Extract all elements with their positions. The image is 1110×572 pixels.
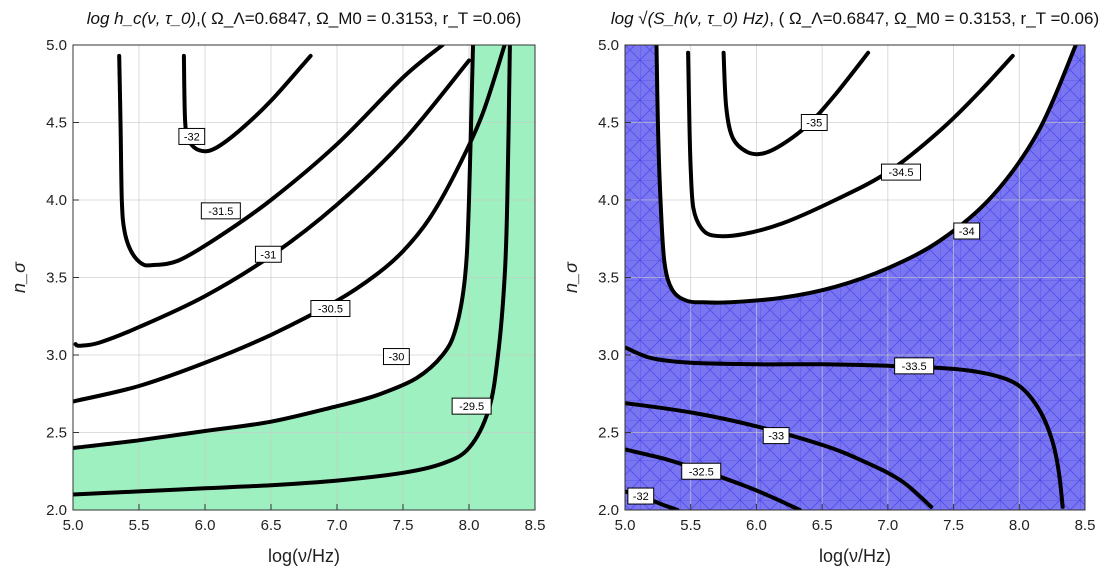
left-contour-line [73,58,471,348]
right-contour-label-box [762,427,790,445]
right-contour-label-box [881,163,921,181]
left-contour-label: -31.5 [208,206,233,218]
right-y-tick-label: 5.0 [598,37,619,54]
left-contour-line [73,45,512,497]
right-contour-panel: -35 -34.5 -34 -33.5 -33 -32.5 -32 5.0 5.5 6.0 6.5 7… [561,9,1099,566]
left-contour-label-box [254,245,282,263]
right-contour-label: -33 [768,431,784,443]
left-plot-area [73,45,535,510]
left-y-tick-label: 3.0 [46,347,67,364]
right-grid [625,45,1085,510]
right-x-tick-label: 5.5 [680,517,701,534]
left-contour-label-box [451,397,492,415]
left-contour-line [117,45,445,268]
left-x-tick-label: 6.0 [195,517,216,534]
right-x-axis-label: log(ν/Hz) [819,546,891,566]
right-unshaded-region [625,45,1085,303]
left-y-tick-label: 2.0 [46,502,67,519]
right-x-tick-label: 8.0 [1009,517,1030,534]
right-plot-area [625,45,1085,510]
left-contour-label: -30 [388,352,404,364]
left-x-tick-label: 8.0 [459,517,480,534]
right-contour-label: -34 [959,226,975,238]
left-x-tick-label: 5.5 [129,517,150,534]
right-contour-label-box [681,462,722,480]
left-contour-line [73,45,507,404]
right-contour-label-box [894,357,935,375]
right-x-tick-label: 6.5 [812,517,833,534]
right-contour-line [686,50,1015,239]
right-contour-line [625,447,802,510]
right-y-tick-label: 4.5 [598,115,619,132]
left-y-axis-label: n_σ [9,261,29,293]
right-chart-title: log √(S_h(ν, τ_0) Hz), ( Ω_Λ=0.6847, Ω_M… [611,9,1099,28]
left-contour-label-box [310,300,351,317]
left-chart-title: log h_c(ν, τ_0),( Ω_Λ=0.6847, Ω_M0 = 0.3… [87,9,522,28]
right-y-tick-label: 2.5 [598,425,619,442]
right-x-tick-label: 8.5 [1075,517,1096,534]
right-contour-label-box [627,487,655,505]
left-contour-label-box [200,202,241,220]
left-title-parameters: ,( Ω_Λ=0.6847, Ω_M0 = 0.3153, r_T =0.06) [196,9,521,28]
right-contour-line [625,401,934,509]
left-x-tick-label: 7.5 [393,517,414,534]
left-x-tick-label: 7.0 [327,517,348,534]
left-x-tick-label: 8.5 [525,517,546,534]
right-y-tick-label: 4.0 [598,192,619,209]
right-y-axis-label: n_σ [561,261,581,293]
right-contour-label: -35 [806,118,822,130]
left-contour-label: -31 [260,249,276,261]
right-contour-line [721,50,871,157]
left-contour-line [73,45,475,450]
left-contour-line [181,53,313,154]
right-contour-label-box [953,222,981,240]
left-contour-label: -29.5 [459,401,484,413]
right-y-tick-label: 3.0 [598,347,619,364]
right-contour-label: -32.5 [689,466,714,478]
left-y-tick-label: 3.5 [46,270,67,287]
right-contour-line [625,345,1065,509]
left-x-tick-label: 5.0 [63,517,84,534]
left-x-tick-label: 6.5 [261,517,282,534]
right-contour-line [654,45,1078,305]
right-contour-label: -34.5 [888,167,913,179]
right-contour-label: -32 [633,491,649,503]
right-contour-label: -33.5 [902,361,927,373]
right-x-tick-label: 7.0 [877,517,898,534]
left-contour-label: -32 [184,131,200,143]
left-contour-label-box [383,348,410,366]
right-y-tick-label: 3.5 [598,270,619,287]
left-contour-panel: -32 -31.5 -31 -30.5 -30 -29.5 5.0 5.5 6.0 6.5 7.0 7… [9,9,545,566]
right-title-parameters: , ( Ω_Λ=0.6847, Ω_M0 = 0.3153, r_T =0.06… [769,9,1099,28]
left-contour-label: -30.5 [318,304,343,316]
left-y-tick-label: 4.0 [46,192,67,209]
right-x-tick-label: 5.0 [615,517,636,534]
left-x-axis-label: log(ν/Hz) [268,546,340,566]
left-contour-label-box [178,127,206,145]
left-y-tick-label: 4.5 [46,115,67,132]
left-title-quantity: log h_c(ν, τ_0) [87,9,196,28]
right-y-tick-label: 2.0 [598,502,619,519]
right-x-tick-label: 6.0 [746,517,767,534]
left-shaded-region [73,45,535,510]
left-y-tick-label: 2.5 [46,425,67,442]
right-title-quantity: log √(S_h(ν, τ_0) Hz) [611,9,769,28]
left-y-tick-label: 5.0 [46,37,67,54]
right-contour-label-box [800,114,828,131]
right-x-tick-label: 7.5 [943,517,964,534]
